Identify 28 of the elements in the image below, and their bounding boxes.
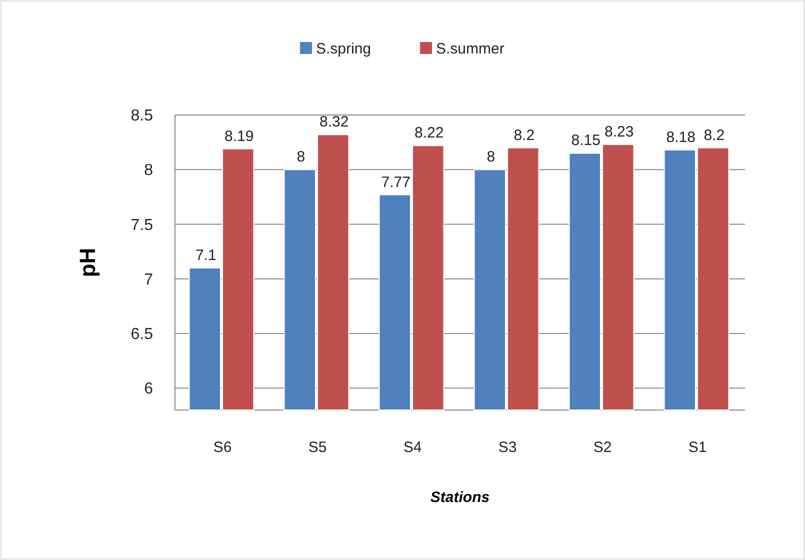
y-tick-label: 6: [144, 380, 154, 398]
y-tick-label: 7: [144, 271, 154, 288]
data-label: 8.2: [704, 126, 725, 144]
data-label: 8: [296, 148, 306, 166]
x-tick-label: S6: [213, 439, 232, 456]
x-axis-title: Stations: [430, 489, 490, 506]
data-label: 8.32: [320, 114, 349, 131]
x-tick-label: S5: [308, 439, 327, 456]
data-label: 7.77: [381, 174, 410, 191]
y-tick-label: 7.5: [130, 216, 154, 234]
x-tick-label: S2: [593, 439, 612, 456]
data-label: 7.1: [195, 246, 216, 264]
y-tick-label: 6.5: [130, 326, 154, 344]
legend-label: S.summer: [436, 40, 504, 58]
data-label: 8.23: [604, 124, 634, 140]
x-tick-label: S1: [688, 439, 707, 456]
data-label: 8.18: [666, 128, 696, 146]
data-label: 8: [486, 148, 496, 166]
y-tick-label: 8: [144, 162, 154, 180]
x-tick-label: S4: [403, 439, 422, 456]
data-label: 8.22: [414, 124, 444, 142]
x-tick-label: S3: [498, 439, 517, 456]
y-axis-title: pH: [75, 248, 100, 278]
data-label: 8.19: [224, 128, 254, 145]
data-label: 8.15: [571, 132, 600, 150]
y-tick-label: 8.5: [130, 108, 154, 125]
data-label: 8.2: [514, 126, 535, 144]
legend-label: S.spring: [316, 40, 372, 58]
